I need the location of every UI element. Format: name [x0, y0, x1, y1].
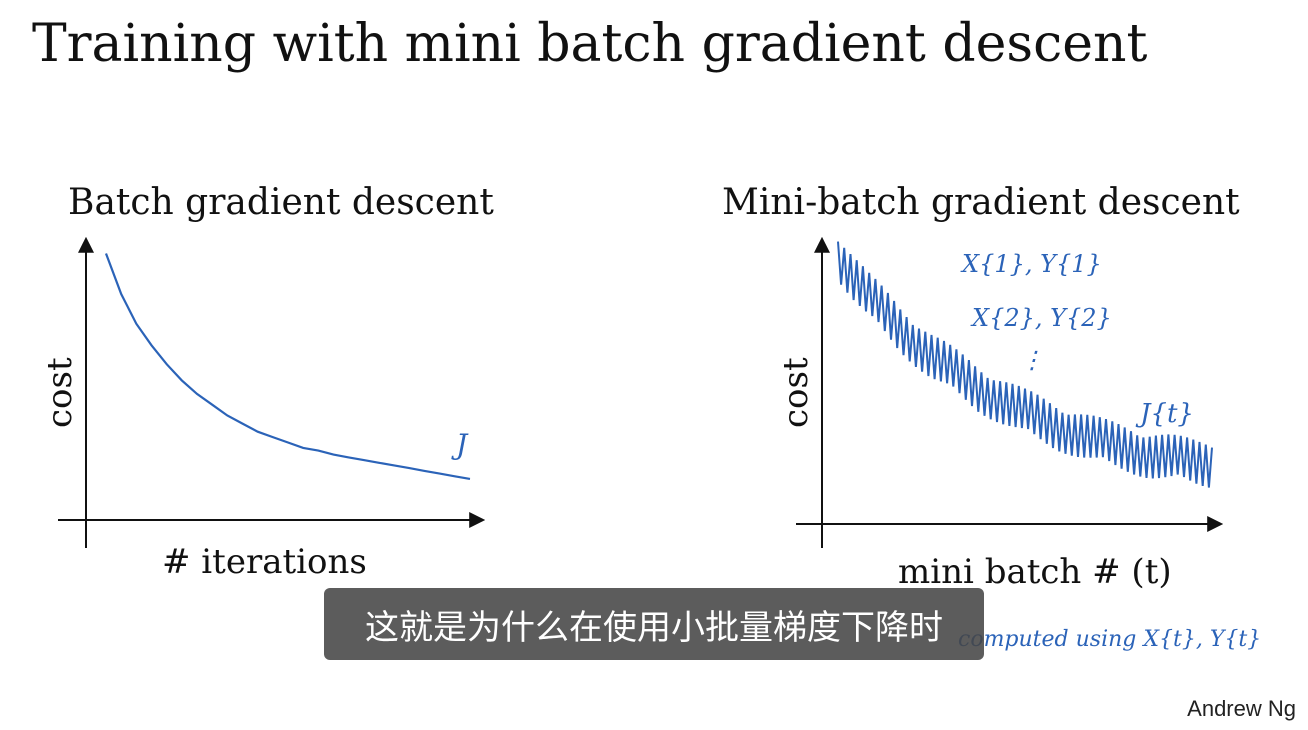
right-minibatch-1-annotation: X{1}, Y{1}: [960, 250, 1102, 278]
bottom-note-annotation: computed using X{t}, Y{t}: [958, 627, 1261, 652]
right-y-axis-label: cost: [776, 357, 816, 428]
author-credit: Andrew Ng: [1187, 696, 1296, 721]
subtitle-box: 这就是为什么在使用小批量梯度下降时: [324, 588, 984, 660]
right-chart-title: Mini-batch gradient descent: [722, 182, 1240, 223]
right-j-annotation: J{t}: [1135, 399, 1194, 429]
left-series-line: [104, 253, 471, 480]
left-x-axis-label: # iterations: [162, 542, 367, 582]
subtitle-text: 这就是为什么在使用小批量梯度下降时: [365, 607, 943, 648]
right-series-line: [837, 241, 1213, 488]
slide-title: Training with mini batch gradient descen…: [32, 14, 1148, 74]
left-y-axis-label: cost: [40, 357, 80, 428]
left-j-annotation: J: [451, 428, 469, 461]
left-chart-title: Batch gradient descent: [68, 182, 494, 223]
right-x-axis-label: mini batch # (t): [898, 552, 1172, 592]
right-minibatch-2-annotation: X{2}, Y{2}: [970, 304, 1112, 332]
right-dots-annotation: ⋮: [1020, 346, 1044, 374]
